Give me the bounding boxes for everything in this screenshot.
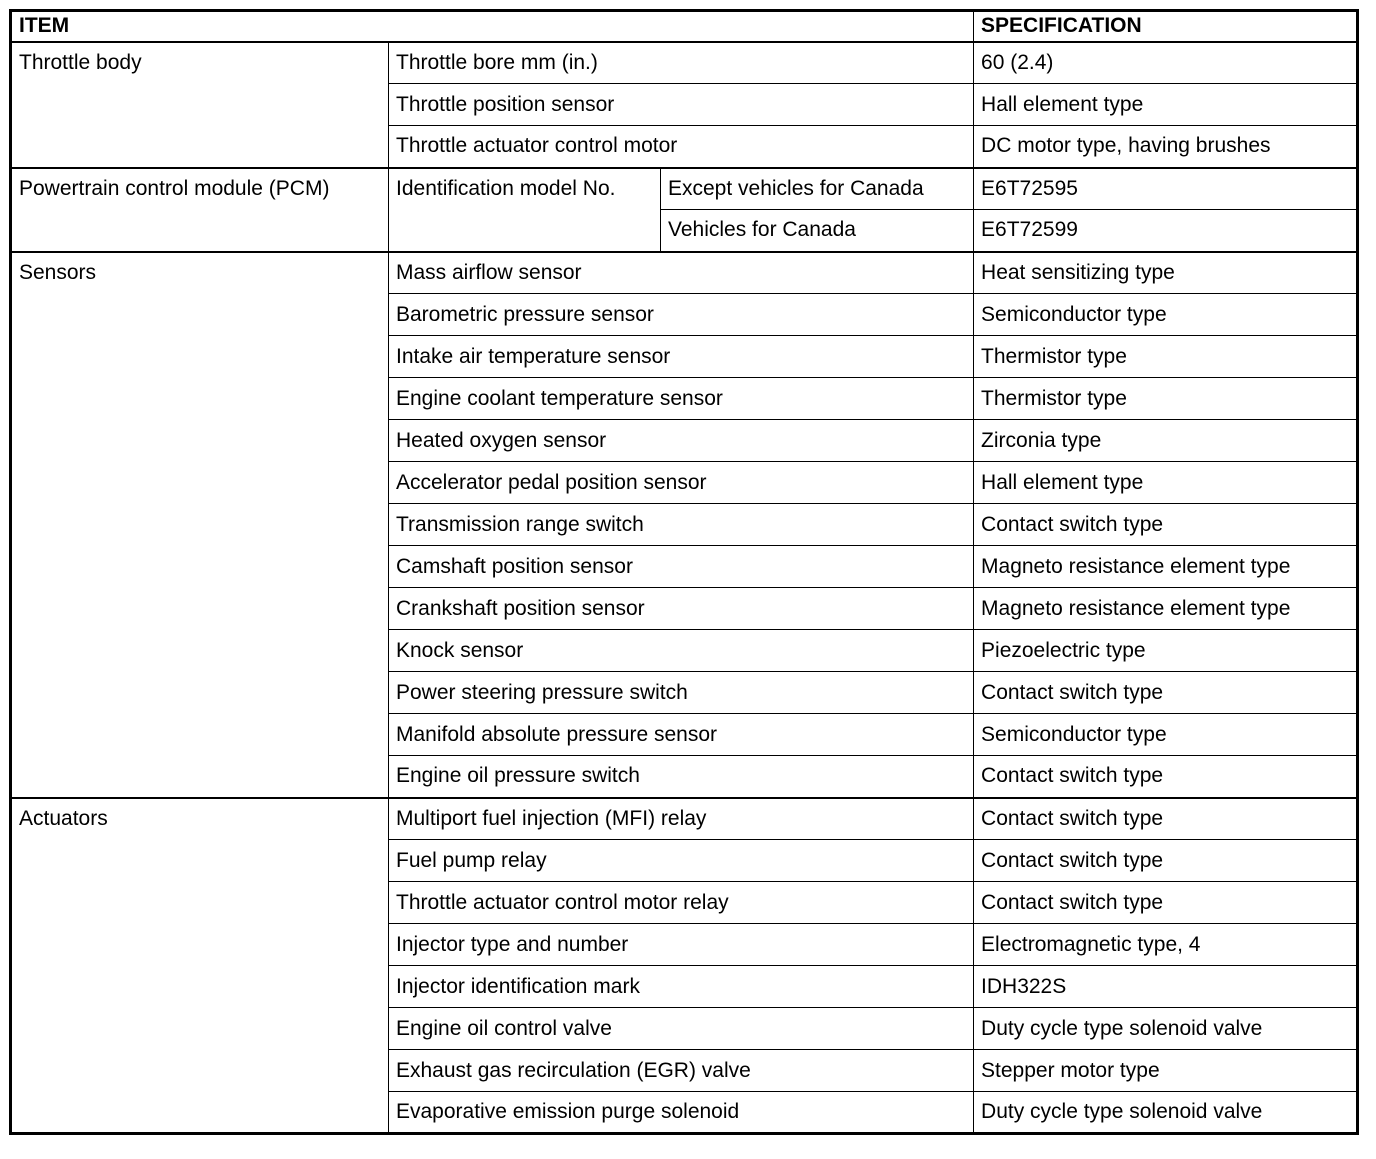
item-cell: Throttle actuator control motor — [387, 125, 975, 168]
table-row: Throttle actuator control motor DC motor… — [11, 125, 1359, 168]
spec-cell: Semiconductor type — [973, 713, 1359, 756]
spec-cell: Hall element type — [973, 83, 1359, 126]
item-cell: Heated oxygen sensor — [387, 419, 975, 462]
item-cell: Engine oil pressure switch — [387, 755, 975, 798]
engine-specification-table: ITEM SPECIFICATION Throttle body Throttl… — [9, 9, 1360, 1135]
spec-cell: Electromagnetic type, 4 — [973, 923, 1359, 966]
item-cell: Engine coolant temperature sensor — [387, 377, 975, 420]
item-cell: Multiport fuel injection (MFI) relay — [387, 796, 975, 840]
item-cell: Fuel pump relay — [387, 839, 975, 882]
item-cell: Transmission range switch — [387, 503, 975, 546]
spec-cell: Stepper motor type — [973, 1049, 1359, 1092]
spec-cell: Thermistor type — [973, 377, 1359, 420]
group-cell-throttle-body: Throttle body — [10, 41, 389, 168]
spec-cell: Hall element type — [973, 461, 1359, 504]
table-row: Heated oxygen sensor Zirconia type — [11, 419, 1359, 462]
spec-cell: 60 (2.4) — [973, 41, 1359, 84]
item-cell: Exhaust gas recirculation (EGR) valve — [387, 1049, 975, 1092]
item-cell: Throttle position sensor — [387, 83, 975, 126]
table-row: Crankshaft position sensor Magneto resis… — [11, 587, 1359, 630]
spec-cell: Contact switch type — [973, 671, 1359, 714]
table-row: Engine coolant temperature sensor Thermi… — [11, 377, 1359, 420]
table-row: Powertrain control module (PCM) Identifi… — [10, 166, 1359, 252]
spec-cell: Duty cycle type solenoid valve — [973, 1007, 1359, 1050]
spec-cell: Thermistor type — [973, 335, 1359, 378]
table-row: Intake air temperature sensor Thermistor… — [11, 335, 1359, 378]
item-cell: Manifold absolute pressure sensor — [387, 713, 975, 756]
table-row: Camshaft position sensor Magneto resista… — [11, 545, 1359, 588]
item-cell: Crankshaft position sensor — [387, 587, 975, 630]
spec-cell: Contact switch type — [973, 796, 1359, 840]
table-row: Engine oil pressure switch Contact switc… — [11, 755, 1359, 798]
item-cell: Mass airflow sensor — [387, 250, 975, 294]
spec-cell: E6T72595 — [973, 166, 1359, 210]
table-row: Knock sensor Piezoelectric type — [11, 629, 1359, 672]
item-cell: Injector identification mark — [387, 965, 975, 1008]
item-cell: Throttle actuator control motor relay — [387, 881, 975, 924]
table-row: Power steering pressure switch Contact s… — [11, 671, 1359, 714]
spec-cell: Zirconia type — [973, 419, 1359, 462]
spec-cell: Contact switch type — [973, 881, 1359, 924]
spec-cell: Contact switch type — [973, 503, 1359, 546]
spec-cell: DC motor type, having brushes — [973, 125, 1359, 168]
table-row: Engine oil control valve Duty cycle type… — [11, 1007, 1359, 1050]
table-row: Accelerator pedal position sensor Hall e… — [11, 461, 1359, 504]
item-cell: Evaporative emission purge solenoid — [387, 1091, 975, 1134]
group-cell-actuators: Actuators — [10, 796, 389, 1134]
column-header-specification: SPECIFICATION — [973, 10, 1359, 43]
table-row: Throttle actuator control motor relay Co… — [11, 881, 1359, 924]
table-row: Evaporative emission purge solenoid Duty… — [11, 1091, 1359, 1134]
item-cell: Injector type and number — [387, 923, 975, 966]
spec-cell: Piezoelectric type — [973, 629, 1359, 672]
item-cell: Knock sensor — [387, 629, 975, 672]
item-cell: Except vehicles for Canada — [659, 166, 975, 210]
spec-cell: Magneto resistance element type — [973, 545, 1359, 588]
table-row: Vehicles for Canada E6T72599 — [11, 209, 1359, 252]
item-cell: Engine oil control valve — [387, 1007, 975, 1050]
spec-cell: IDH322S — [973, 965, 1359, 1008]
spec-cell: Duty cycle type solenoid valve — [973, 1091, 1359, 1134]
table-row: Throttle body Throttle bore mm (in.) 60 … — [10, 41, 1359, 168]
spec-cell: E6T72599 — [973, 209, 1359, 252]
item-cell: Intake air temperature sensor — [387, 335, 975, 378]
table-header-row: ITEM SPECIFICATION — [9, 10, 1359, 43]
item-cell: Barometric pressure sensor — [387, 293, 975, 336]
column-header-item: ITEM — [9, 10, 975, 43]
table-row: Manifold absolute pressure sensor Semico… — [11, 713, 1359, 756]
group-cell-sensors: Sensors — [10, 250, 389, 798]
spec-cell: Magneto resistance element type — [973, 587, 1359, 630]
subgroup-cell-identification-model-no: Identification model No. — [388, 166, 661, 252]
group-cell-pcm: Powertrain control module (PCM) — [10, 166, 389, 252]
table-row: Fuel pump relay Contact switch type — [11, 839, 1359, 882]
item-cell: Power steering pressure switch — [387, 671, 975, 714]
item-cell: Throttle bore mm (in.) — [387, 41, 975, 84]
table-row: Transmission range switch Contact switch… — [11, 503, 1359, 546]
item-cell: Vehicles for Canada — [659, 209, 975, 252]
table-row: Sensors Mass airflow sensor Heat sensiti… — [10, 250, 1359, 798]
table-row: Barometric pressure sensor Semiconductor… — [11, 293, 1359, 336]
spec-cell: Contact switch type — [973, 839, 1359, 882]
item-cell: Camshaft position sensor — [387, 545, 975, 588]
spec-cell: Semiconductor type — [973, 293, 1359, 336]
spec-cell: Heat sensitizing type — [973, 250, 1359, 294]
table-row: Throttle position sensor Hall element ty… — [11, 83, 1359, 126]
table-row: Actuators Multiport fuel injection (MFI)… — [10, 796, 1359, 1134]
spec-cell: Contact switch type — [973, 755, 1359, 798]
item-cell: Accelerator pedal position sensor — [387, 461, 975, 504]
